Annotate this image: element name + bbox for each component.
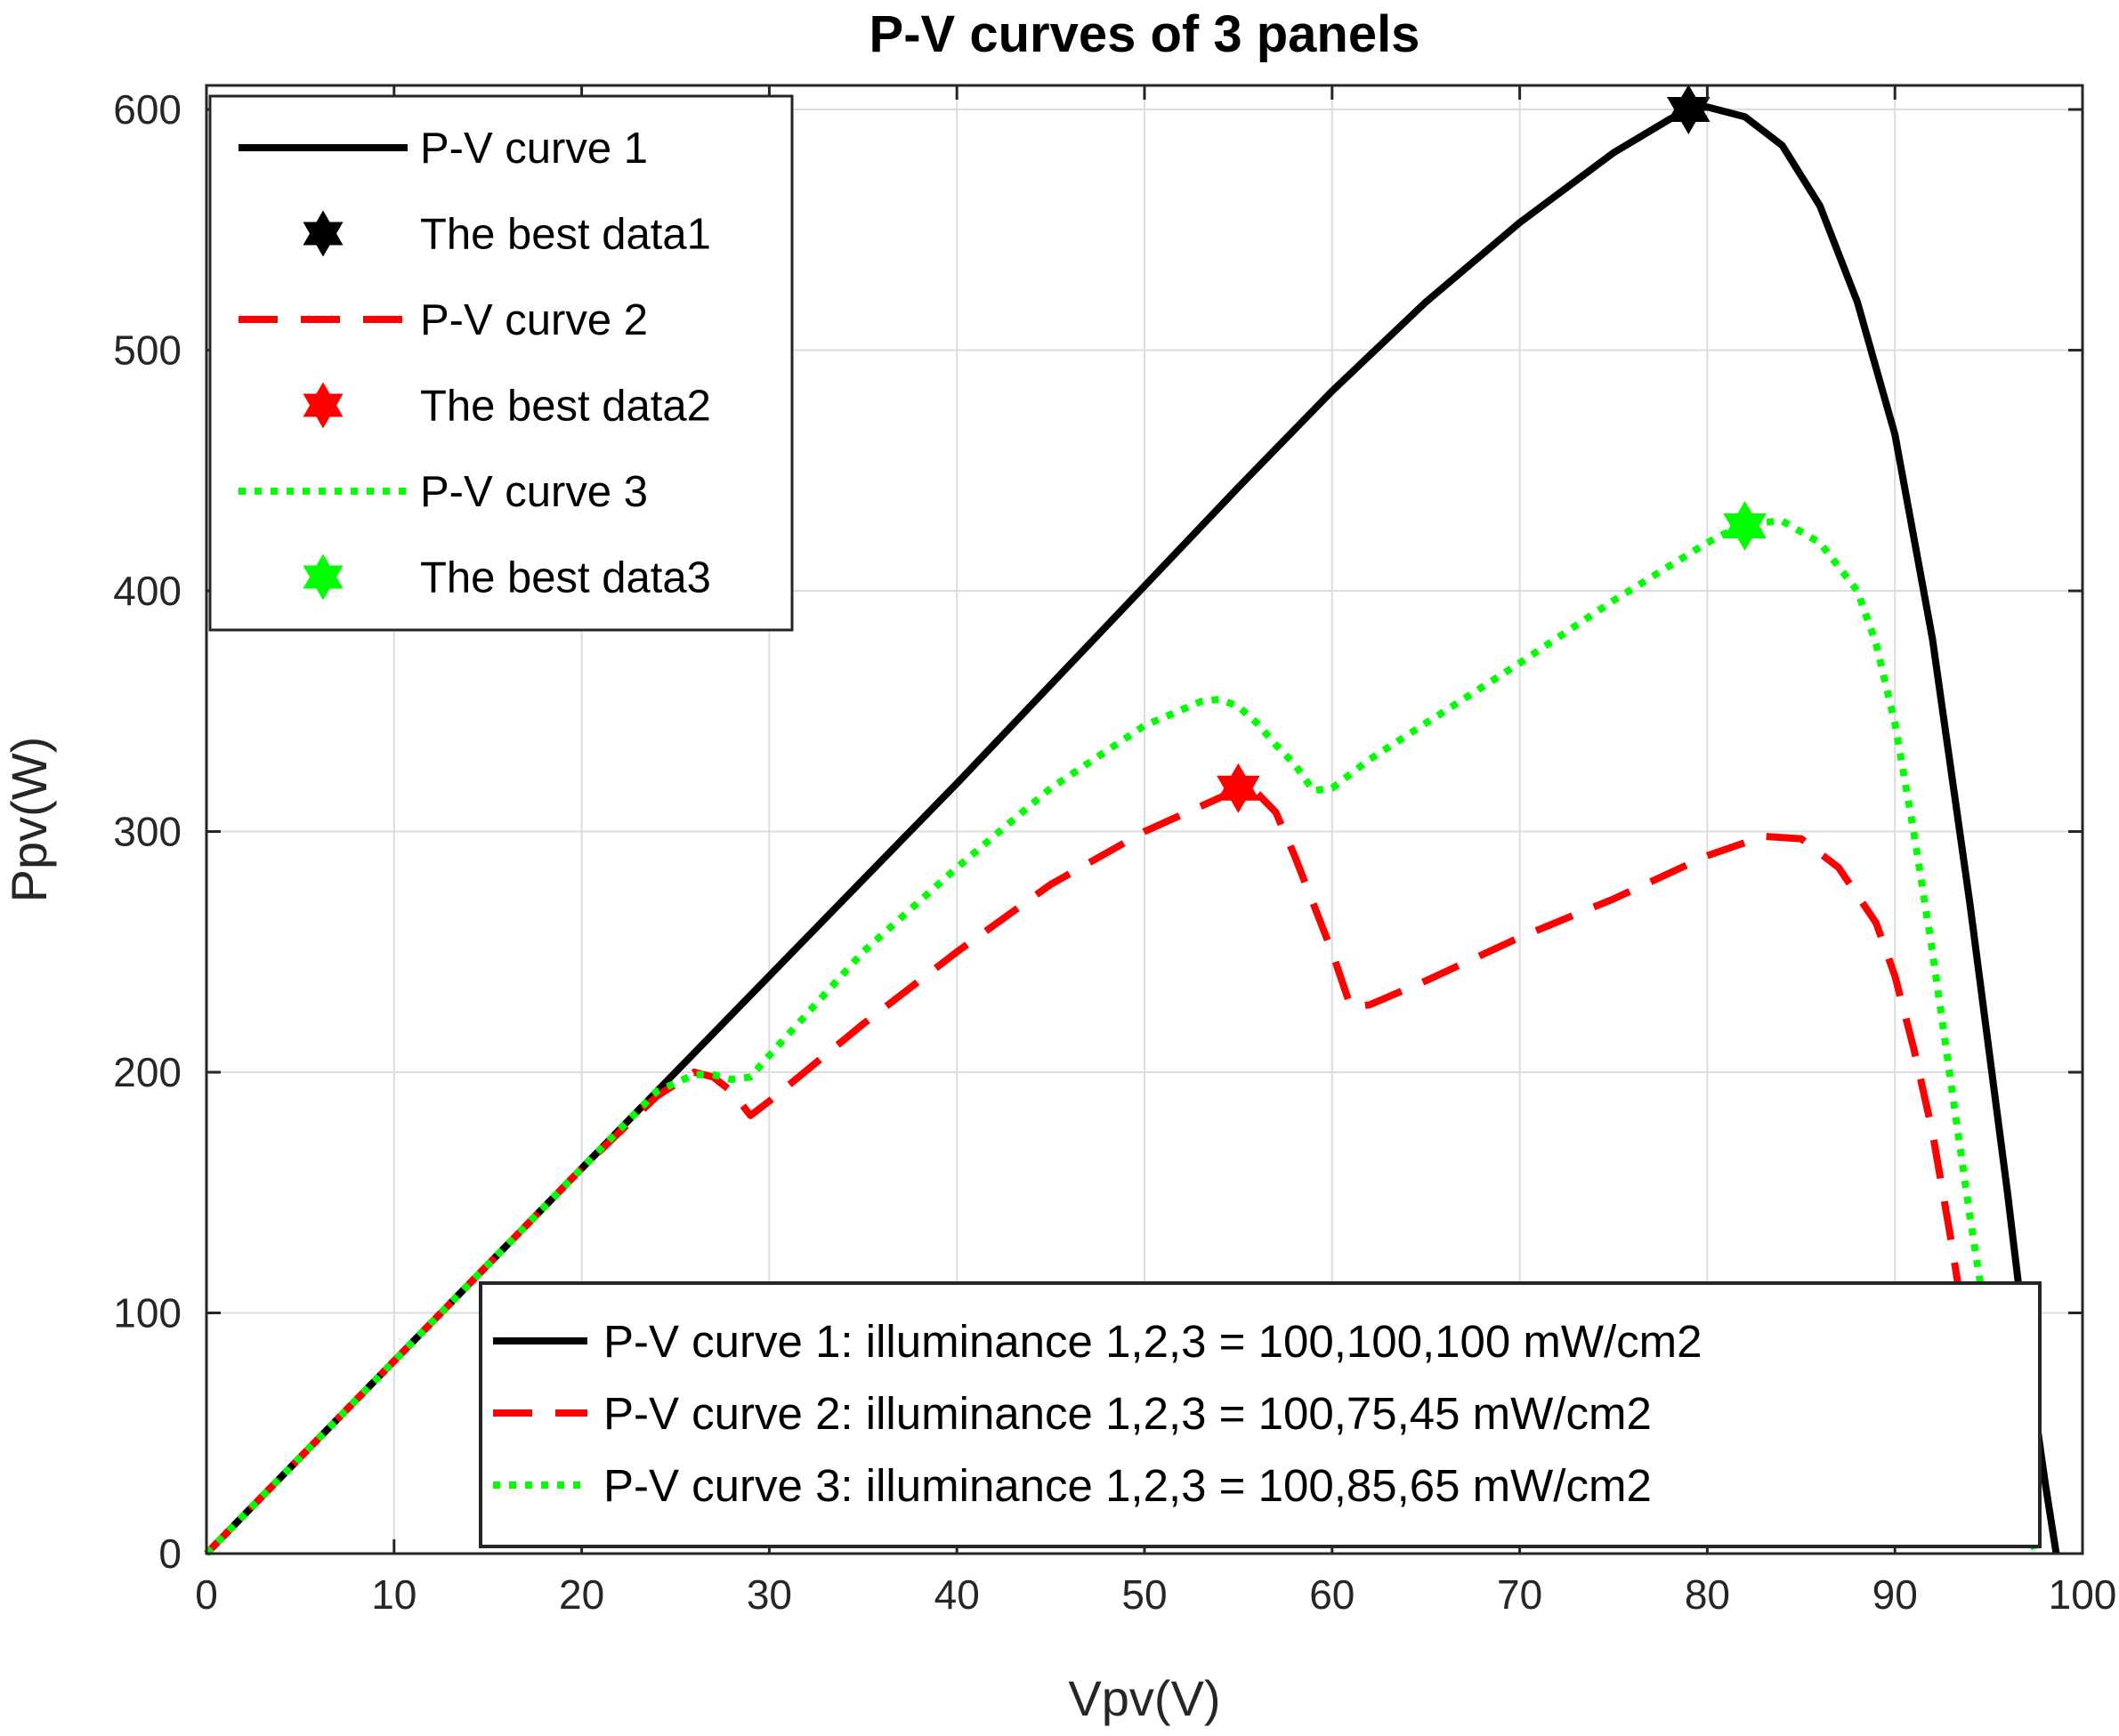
marker-triangle xyxy=(303,393,344,429)
annotation-text: P-V curve 1: illuminance 1,2,3 = 100,100… xyxy=(603,1316,1702,1367)
legend-entry-label: P-V curve 1 xyxy=(420,125,648,173)
annotation-text: P-V curve 3: illuminance 1,2,3 = 100,85,… xyxy=(603,1460,1652,1511)
best-point-marker-2 xyxy=(1217,763,1260,813)
y-tick-label: 300 xyxy=(113,809,182,855)
y-tick-label: 500 xyxy=(113,327,182,374)
x-tick-label: 20 xyxy=(559,1571,604,1618)
legend-marker-swatch xyxy=(303,382,344,429)
x-tick-label: 0 xyxy=(195,1571,218,1618)
x-tick-label: 80 xyxy=(1685,1571,1730,1618)
x-axis-label: Vpv(V) xyxy=(1068,1670,1220,1726)
marker-triangle xyxy=(303,565,344,601)
marker-triangle xyxy=(1667,97,1711,135)
x-tick-label: 30 xyxy=(747,1571,792,1618)
legend-entry-label: P-V curve 2 xyxy=(420,296,648,344)
x-tick-label: 50 xyxy=(1121,1571,1167,1618)
y-tick-label: 400 xyxy=(113,568,182,614)
legend-marker-swatch xyxy=(303,553,344,601)
x-tick-label: 60 xyxy=(1309,1571,1355,1618)
x-tick-label: 90 xyxy=(1872,1571,1918,1618)
y-tick-label: 0 xyxy=(158,1530,182,1577)
y-tick-label: 200 xyxy=(113,1049,182,1095)
series-line-3 xyxy=(204,517,2040,1556)
markers-layer xyxy=(1217,84,1767,813)
y-tick-label: 600 xyxy=(113,86,182,133)
best-point-marker-3 xyxy=(1723,501,1767,551)
x-tick-label: 40 xyxy=(934,1571,980,1618)
legend-marker-swatch xyxy=(303,210,344,257)
legend-entry-label: The best data3 xyxy=(420,554,711,602)
chart-title: P-V curves of 3 panels xyxy=(869,5,1420,63)
legend-entry-label: P-V curve 3 xyxy=(420,468,648,516)
best-point-marker-1 xyxy=(1667,84,1711,135)
series-layer xyxy=(204,103,2060,1556)
annotation-box-frame xyxy=(479,1281,2042,1548)
series-line-1 xyxy=(204,103,2060,1556)
illuminance-annotation-box: P-V curve 1: illuminance 1,2,3 = 100,100… xyxy=(479,1281,2042,1548)
legend-entry-label: The best data2 xyxy=(420,383,711,431)
marker-triangle xyxy=(1723,513,1767,551)
y-axis-label: Ppv(W) xyxy=(1,737,57,903)
x-tick-label: 100 xyxy=(2049,1571,2117,1618)
marker-triangle xyxy=(303,222,344,257)
x-tick-label: 70 xyxy=(1497,1571,1542,1618)
annotation-text: P-V curve 2: illuminance 1,2,3 = 100,75,… xyxy=(603,1388,1652,1439)
legend-entry-label: The best data1 xyxy=(420,211,711,259)
x-tick-label: 10 xyxy=(371,1571,417,1618)
y-tick-label: 100 xyxy=(113,1290,182,1336)
legend: P-V curve 1 The best data1 P-V curve 2 The … xyxy=(208,94,794,632)
marker-triangle xyxy=(1217,775,1260,813)
legend-box xyxy=(208,94,794,632)
